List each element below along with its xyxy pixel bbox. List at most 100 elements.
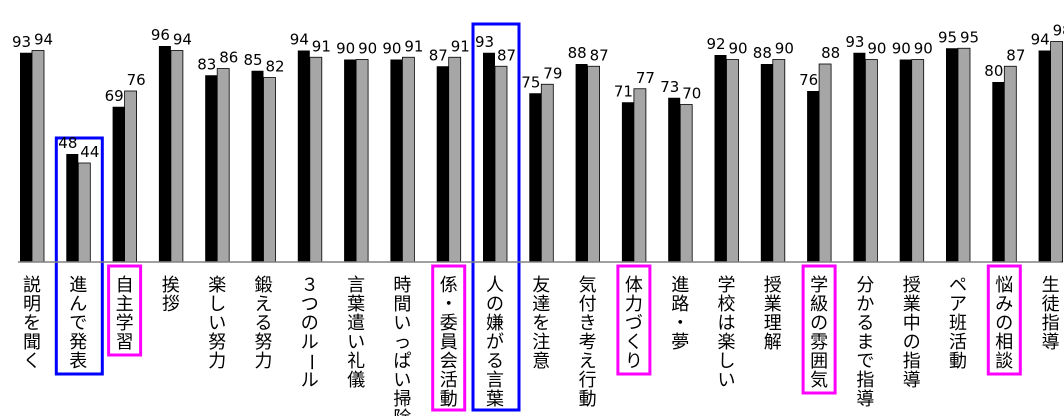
category-char: の: [903, 332, 921, 353]
value-label: 90: [775, 40, 794, 58]
category-char: 力: [255, 351, 273, 372]
bar-gray-15: [726, 59, 739, 263]
value-label: 44: [80, 143, 99, 161]
highlight-boxes: [54, 22, 1022, 412]
bar-black-3: [158, 46, 171, 262]
bar-black-16: [760, 64, 773, 262]
category-char: づ: [625, 313, 643, 334]
value-label: 88: [753, 44, 772, 62]
value-label: 91: [312, 37, 331, 55]
category-char: 表: [69, 351, 87, 372]
category-char: 活: [949, 332, 967, 353]
highlight-box-10: [471, 22, 521, 412]
category-char: 楽: [208, 275, 226, 296]
bar-black-17: [807, 91, 820, 262]
bar-gray-7: [355, 59, 369, 263]
value-label: 83: [197, 55, 216, 73]
category-char: み: [995, 294, 1013, 315]
category-char: え: [579, 351, 597, 372]
category-char: 導: [856, 389, 874, 410]
value-label: 69: [105, 87, 124, 105]
category-char: 力: [625, 294, 643, 315]
category-char: 達: [532, 294, 550, 315]
category-char: 礼: [347, 351, 365, 372]
category-char: 進: [671, 275, 689, 296]
category-char: 夢: [671, 332, 689, 353]
bar-gray-9: [448, 56, 462, 263]
value-label: 70: [682, 85, 701, 103]
highlight-box-1: [54, 136, 104, 376]
value-label: 87: [1006, 46, 1025, 64]
bar-black-2: [112, 106, 125, 262]
category-char: 掃: [393, 389, 411, 410]
category-char: ル: [301, 370, 319, 391]
category-char: 発: [69, 332, 87, 353]
category-char: 人: [486, 275, 504, 296]
category-char: 明: [23, 294, 41, 315]
category-char: 徒: [1042, 294, 1060, 315]
category-char: 努: [208, 332, 226, 353]
category-char: っ: [393, 332, 411, 353]
category-char: ん: [69, 294, 87, 315]
category-char: 活: [440, 370, 458, 391]
bar-black-11: [529, 93, 542, 262]
category-char: 解: [764, 332, 782, 353]
category-char: 体: [625, 275, 643, 296]
category-char: を: [532, 313, 550, 334]
category-char: ぱ: [393, 351, 411, 372]
category-char: の: [810, 313, 828, 334]
category-char: は: [718, 313, 736, 334]
category-char: く: [23, 351, 41, 372]
value-label: 93: [475, 33, 494, 51]
category-char: 楽: [718, 332, 736, 353]
value-label: 90: [358, 40, 377, 58]
highlight-box-2: [107, 264, 143, 357]
bar-gray-11: [540, 83, 554, 263]
highlight-box-13: [616, 264, 652, 376]
bar-gray-10: [494, 65, 508, 263]
bar-gray-18: [865, 59, 878, 263]
category-char: 嫌: [486, 313, 504, 334]
category-char: し: [718, 351, 736, 372]
value-label: 96: [151, 26, 170, 44]
category-char: 業: [764, 294, 782, 315]
category-char: 葉: [347, 294, 365, 315]
category-char: る: [856, 313, 874, 334]
category-char: 会: [440, 351, 458, 372]
category-char: 意: [532, 351, 550, 372]
category-char: で: [856, 351, 874, 372]
bar-gray-4: [216, 68, 230, 263]
bar-black-13: [621, 102, 634, 262]
category-char: 遣: [347, 313, 365, 334]
bar-black-5: [251, 70, 264, 262]
category-char: 学: [116, 313, 134, 334]
bar-gray-16: [772, 59, 786, 263]
category-char: 考: [579, 332, 597, 353]
bar-gray-22: [1050, 41, 1063, 263]
category-char: か: [856, 294, 874, 315]
category-char: 中: [903, 313, 921, 334]
category-char: 時: [393, 275, 411, 296]
category-char: ま: [856, 332, 874, 353]
category-char: 習: [116, 332, 134, 353]
category-char: が: [486, 332, 504, 353]
value-label: 88: [568, 44, 587, 62]
category-labels: 説明を聞く進んで発表自主学習挨拶楽しい努力鍛える努力３つのルール言葉遣い礼儀時間…: [23, 275, 1060, 416]
category-char: い: [718, 370, 736, 391]
category-char: 行: [579, 370, 597, 391]
category-char: し: [208, 294, 226, 315]
value-label: 88: [821, 44, 840, 62]
value-label: 86: [219, 49, 238, 67]
bar-gray-12: [587, 65, 600, 263]
category-label-3: 挨拶: [162, 275, 180, 315]
category-char: 学: [810, 275, 828, 296]
bar-black-22: [1038, 50, 1051, 262]
category-char: 進: [69, 275, 87, 296]
value-label: 92: [707, 35, 726, 53]
